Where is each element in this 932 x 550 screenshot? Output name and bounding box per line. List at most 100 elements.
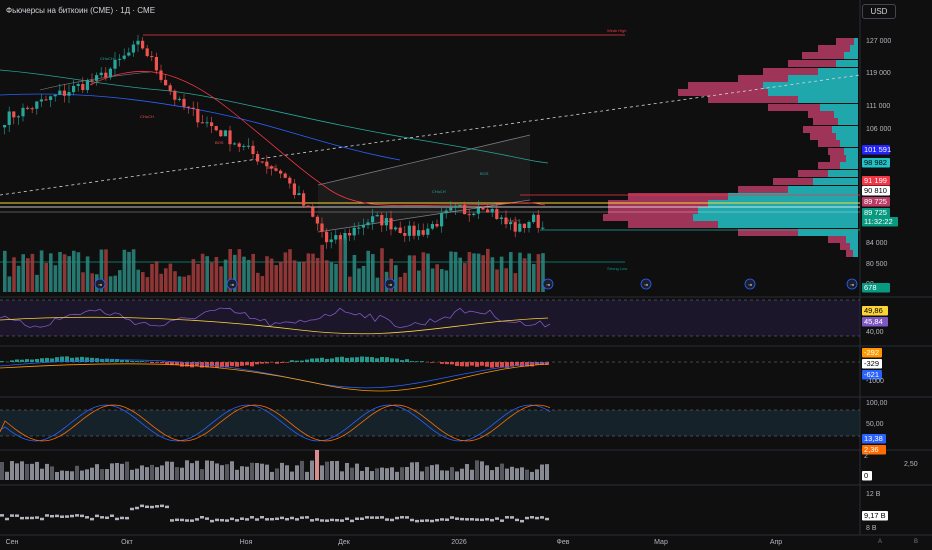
volume-profile-bar-buy (846, 155, 858, 162)
candle-body (302, 193, 306, 206)
obv-mark (395, 516, 399, 520)
candle-body (426, 228, 430, 235)
obv-mark (425, 519, 429, 522)
obv-mark (115, 517, 119, 521)
volume2-bar (225, 464, 229, 480)
macd-histogram-bar (65, 356, 69, 362)
candle-body (12, 111, 16, 118)
candle-body (90, 80, 94, 82)
candle-body (141, 40, 145, 49)
volume2-bar (175, 467, 179, 480)
volume-profile-bar-buy (718, 221, 858, 228)
volume-bar (141, 272, 145, 292)
candle-body (412, 225, 416, 236)
volume2-bar (420, 471, 424, 480)
candle-body (35, 101, 39, 109)
volume-profile-bar-sell (608, 207, 698, 214)
obv-mark (305, 516, 309, 519)
volume-bar (279, 261, 283, 292)
volume-bar (136, 269, 140, 292)
volume2-bar (40, 468, 44, 480)
volume2-bar (80, 470, 84, 480)
volume-profile-bar-sell (678, 89, 768, 96)
volume-bar (440, 269, 444, 292)
candle-body (320, 223, 324, 232)
obv-mark (220, 518, 224, 522)
volume-bar (62, 254, 67, 292)
volume2-bar (490, 470, 494, 480)
volume2-bar (405, 466, 409, 480)
obv-mark (545, 517, 549, 521)
macd-tag-bg (862, 359, 882, 369)
log-scale-button[interactable]: B (914, 539, 919, 545)
volume2-bar (155, 467, 159, 480)
volume-profile-bar-buy (693, 214, 858, 221)
volume2-bar (345, 462, 349, 480)
price-axis-tick: 80 500 (866, 261, 888, 268)
macd-histogram-bar (325, 358, 329, 362)
volume-bar (85, 256, 90, 292)
volume2-bar (280, 462, 284, 480)
candle-body (472, 213, 476, 215)
symbol-title[interactable]: Фьючерсы на биткоин (CME) · 1Д · CME (6, 6, 156, 15)
candle-body (384, 218, 388, 226)
currency-button[interactable]: USD (862, 4, 896, 19)
candle-body (228, 130, 232, 145)
volume2-bar (60, 470, 64, 480)
volume-bar (39, 250, 44, 292)
obv-mark (485, 518, 489, 521)
macd-histogram-bar (340, 356, 344, 362)
candle-body (352, 227, 356, 236)
candle-body (3, 124, 7, 128)
macd-histogram-bar (35, 359, 39, 362)
candle-body (173, 90, 177, 100)
volume2-bar (395, 471, 399, 480)
macd-histogram-bar (50, 358, 54, 362)
event-marker-glyph: ⇥ (850, 283, 854, 289)
volume2-bar (130, 469, 134, 480)
volume-bar (412, 255, 416, 292)
macd-histogram-bar (285, 362, 289, 363)
price-tag-bg (862, 145, 890, 155)
volume2-bar (120, 463, 124, 480)
auto-scale-button[interactable]: A (878, 539, 883, 545)
volume-profile-bar-sell (788, 60, 836, 67)
obv-mark (420, 519, 424, 523)
volume2-bar (195, 460, 199, 480)
volume2-bar (165, 461, 169, 480)
volume-bar (472, 253, 476, 292)
macd-histogram-bar (365, 356, 369, 362)
volume2-bar (410, 462, 414, 480)
volume-bar (430, 268, 435, 292)
price-axis-tick: 119 000 (866, 70, 891, 77)
obv-mark (200, 516, 204, 519)
volume2-bar (65, 470, 69, 480)
candle-body (306, 205, 310, 208)
volume2-bar (30, 463, 34, 480)
candle-body (403, 233, 407, 236)
candle-body (122, 55, 126, 59)
price-tag-bg (862, 197, 890, 207)
volume-bar (164, 268, 168, 292)
obv-mark (245, 518, 249, 521)
volume-bar (513, 273, 518, 292)
volume-bar (495, 269, 499, 292)
candle-body (288, 177, 292, 184)
volume-profile-bar-buy (798, 96, 858, 103)
volume-bar (288, 249, 292, 292)
volume2-bar (180, 467, 184, 480)
obv-mark (370, 516, 374, 519)
volume2-bar (5, 471, 9, 480)
obv-mark (320, 519, 324, 522)
volume-bar (297, 262, 301, 292)
volume-bar (486, 248, 490, 292)
volume-bar (173, 271, 177, 292)
volume-bar (12, 257, 16, 292)
candle-body (164, 79, 168, 86)
structure-label: BOS (267, 165, 276, 170)
macd-histogram-bar (120, 359, 124, 362)
volume2-bar (380, 467, 384, 480)
volume-profile-bar-sell (708, 96, 798, 103)
candle-body (348, 233, 352, 236)
